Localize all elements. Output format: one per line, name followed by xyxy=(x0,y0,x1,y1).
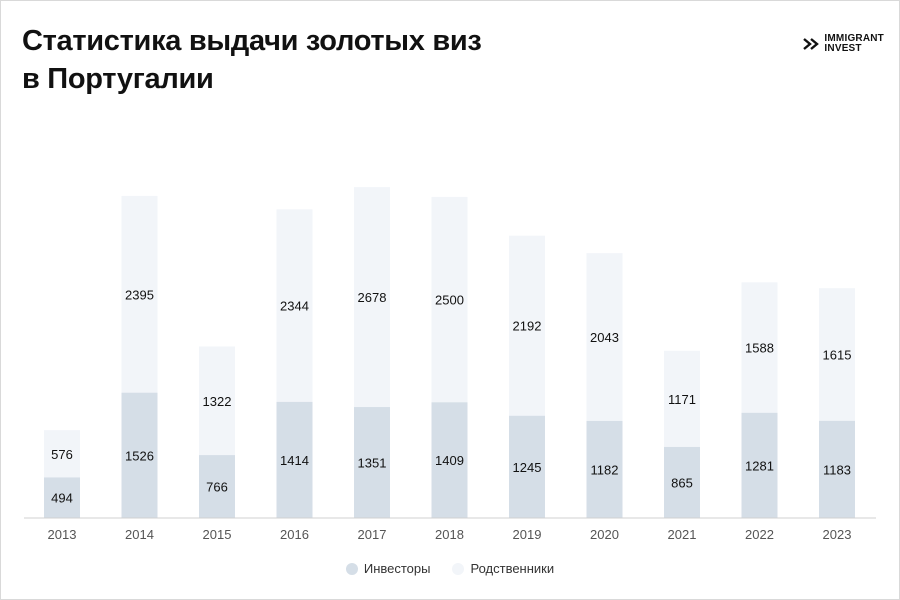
data-label-investors-2018: 1409 xyxy=(435,453,464,468)
bar-investors-2015 xyxy=(199,455,235,518)
legend-swatch-investors xyxy=(345,562,358,575)
data-label-relatives-2022: 1588 xyxy=(745,341,774,356)
data-label-investors-2016: 1414 xyxy=(280,453,309,468)
bar-investors-2021 xyxy=(664,446,700,518)
bar-investors-2017 xyxy=(354,407,390,518)
data-label-investors-2013: 494 xyxy=(51,491,73,506)
bar-investors-2018 xyxy=(431,402,468,518)
legend-item-investors: Инвесторы xyxy=(345,561,431,576)
x-tick-label-2016: 2016 xyxy=(280,527,309,542)
title-line-2: в Португалии xyxy=(22,63,214,95)
page-title: Статистика выдачи золотых виз в Португал… xyxy=(22,22,482,98)
data-label-investors-2022: 1281 xyxy=(745,458,774,473)
data-label-relatives-2019: 2192 xyxy=(513,319,542,334)
bar-relatives-2020 xyxy=(586,253,623,421)
x-tick-label-2019: 2019 xyxy=(513,527,542,542)
immigrant-invest-logo-icon xyxy=(803,38,820,50)
x-tick-label-2020: 2020 xyxy=(590,527,619,542)
legend-label-investors: Инвесторы xyxy=(363,561,431,576)
data-label-investors-2023: 1183 xyxy=(823,462,851,477)
x-tick-label-2015: 2015 xyxy=(203,527,232,542)
legend-item-relatives: Родственники xyxy=(452,561,554,576)
bar-investors-2023 xyxy=(819,420,855,518)
bar-investors-2020 xyxy=(586,420,623,518)
bar-relatives-2014 xyxy=(121,195,158,393)
data-label-investors-2021: 865 xyxy=(671,475,693,490)
data-label-investors-2015: 766 xyxy=(206,480,228,495)
title-line-1: Статистика выдачи золотых виз xyxy=(22,25,482,57)
x-tick-label-2017: 2017 xyxy=(358,527,387,542)
data-label-relatives-2014: 2395 xyxy=(125,287,154,302)
bar-relatives-2023 xyxy=(819,288,855,421)
logo-wordmark: IMMIGRANT INVEST xyxy=(824,34,884,54)
bar-investors-2019 xyxy=(509,415,545,518)
brand-logo: IMMIGRANT INVEST xyxy=(803,34,884,54)
bar-relatives-2015 xyxy=(199,346,235,456)
bar-relatives-2021 xyxy=(664,350,700,447)
legend-swatch-relatives xyxy=(452,562,465,575)
data-label-relatives-2016: 2344 xyxy=(280,299,309,314)
data-label-relatives-2013: 576 xyxy=(51,447,73,462)
bar-relatives-2017 xyxy=(354,187,390,408)
data-label-investors-2017: 1351 xyxy=(358,456,387,471)
data-label-relatives-2018: 2500 xyxy=(435,293,464,308)
data-label-investors-2014: 1526 xyxy=(125,448,154,463)
legend-label-relatives: Родственники xyxy=(470,561,555,576)
x-tick-label-2013: 2013 xyxy=(48,527,77,542)
data-label-investors-2019: 1245 xyxy=(513,460,542,475)
bar-investors-2014 xyxy=(121,392,158,518)
x-tick-label-2014: 2014 xyxy=(125,527,154,542)
bar-relatives-2022 xyxy=(741,282,778,413)
data-label-relatives-2015: 1322 xyxy=(203,394,232,409)
data-label-relatives-2020: 2043 xyxy=(590,330,619,345)
data-label-relatives-2023: 1615 xyxy=(823,348,852,363)
bar-relatives-2019 xyxy=(509,235,545,416)
x-tick-label-2022: 2022 xyxy=(745,527,774,542)
x-tick-label-2021: 2021 xyxy=(668,527,697,542)
logo-line-1: IMMIGRANT xyxy=(824,33,884,44)
bar-investors-2016 xyxy=(276,401,313,518)
chart-legend: Инвесторы Родственники xyxy=(0,561,900,576)
data-label-relatives-2017: 2678 xyxy=(358,290,387,305)
x-tick-label-2023: 2023 xyxy=(823,527,852,542)
bar-relatives-2018 xyxy=(431,196,468,403)
x-tick-label-2018: 2018 xyxy=(435,527,464,542)
bar-investors-2013 xyxy=(44,477,80,518)
data-label-relatives-2021: 1171 xyxy=(668,392,696,407)
data-label-investors-2020: 1182 xyxy=(591,462,619,477)
bar-relatives-2013 xyxy=(44,430,80,478)
bar-relatives-2016 xyxy=(276,209,313,402)
bar-investors-2022 xyxy=(741,412,778,518)
logo-line-2: INVEST xyxy=(824,43,862,54)
